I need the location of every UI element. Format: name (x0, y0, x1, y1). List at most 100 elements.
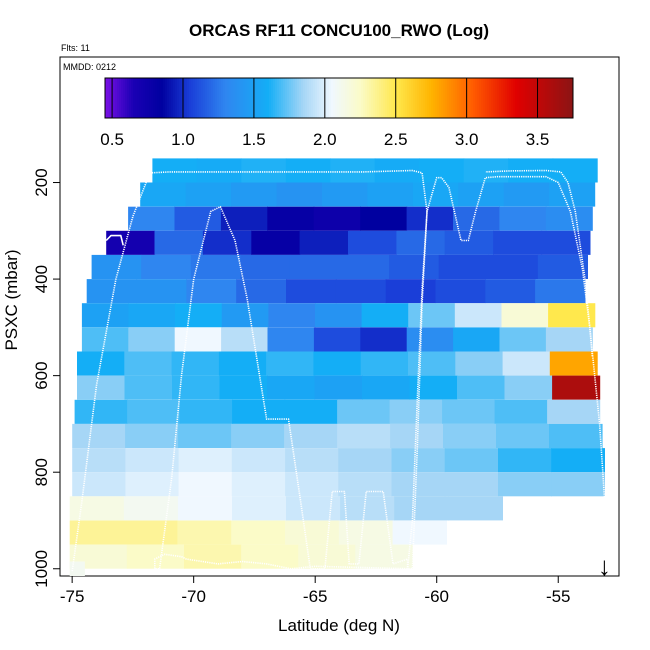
colorbar-strip (181, 78, 184, 118)
colorbar-strip (123, 78, 126, 118)
colorbar-strip (511, 78, 514, 118)
heat-cell (140, 182, 187, 207)
heat-cell (69, 496, 125, 521)
colorbar-strip (297, 78, 300, 118)
colorbar-strip (399, 78, 402, 118)
colorbar-strip (419, 78, 422, 118)
heat-cell (74, 399, 128, 424)
heat-cell (391, 472, 446, 497)
heat-cell (362, 375, 411, 400)
colorbar-strip (495, 78, 498, 118)
colorbar-strip (159, 78, 162, 118)
heat-cell (545, 327, 593, 352)
heat-cell (498, 472, 552, 497)
colorbar-strip (227, 78, 230, 118)
colorbar-strip (125, 78, 128, 118)
heat-cell (448, 496, 503, 521)
flight-track-segment (105, 234, 124, 246)
colorbar-strip (499, 78, 502, 118)
colorbar-strip (249, 78, 252, 118)
colorbar-strip (185, 78, 188, 118)
heat-cell (389, 254, 440, 279)
colorbar-strip (199, 78, 202, 118)
colorbar-strip (195, 78, 198, 118)
colorbar-strip (449, 78, 452, 118)
colorbar-strip (233, 78, 236, 118)
colorbar-strip (211, 78, 214, 118)
colorbar-strip (405, 78, 408, 118)
colorbar-gradient (105, 78, 574, 118)
colorbar-strip (369, 78, 372, 118)
colorbar-strip (311, 78, 314, 118)
heat-cell (355, 544, 413, 569)
colorbar-strip (271, 78, 274, 118)
colorbar-strip (331, 78, 334, 118)
heat-cell (551, 472, 605, 497)
colorbar-strip (175, 78, 178, 118)
colorbar-strip (539, 78, 542, 118)
heat-cell (541, 230, 591, 255)
colorbar-strip (273, 78, 276, 118)
colorbar-strip (165, 78, 168, 118)
colorbar-strip (359, 78, 362, 118)
colorbar-strip (375, 78, 378, 118)
colorbar-strip (357, 78, 360, 118)
heat-cell (498, 448, 552, 473)
colorbar-strip (483, 78, 486, 118)
colorbar-strip (533, 78, 536, 118)
colorbar-strip (441, 78, 444, 118)
colorbar-strip (315, 78, 318, 118)
heat-cell (184, 544, 242, 569)
heat-cell (285, 158, 331, 183)
colorbar-strip (343, 78, 346, 118)
colorbar-strip (149, 78, 152, 118)
colorbar-strip (447, 78, 450, 118)
heat-cell (385, 279, 437, 304)
x-tick-label: -75 (60, 587, 85, 606)
colorbar-strip (133, 78, 136, 118)
colorbar-strip (205, 78, 208, 118)
heat-cell (501, 303, 549, 328)
colorbar-strip (303, 78, 306, 118)
colorbar-strip (469, 78, 472, 118)
colorbar-strip (143, 78, 146, 118)
colorbar-strip (497, 78, 500, 118)
colorbar-strip (325, 78, 328, 118)
heat-cell (389, 399, 443, 424)
colorbar-strip (323, 78, 326, 118)
chart-title: ORCAS RF11 CONCU100_RWO (Log) (189, 21, 489, 40)
colorbar-strip (501, 78, 504, 118)
heat-cell (285, 472, 339, 497)
heat-cell (457, 375, 506, 400)
heat-cell (335, 279, 387, 304)
x-tick-label: -60 (424, 587, 449, 606)
x-tick-label: -65 (303, 587, 328, 606)
colorbar-strip (473, 78, 476, 118)
heat-cell (392, 520, 447, 545)
heat-cell (444, 230, 494, 255)
heat-cell (289, 254, 341, 279)
colorbar-strip (219, 78, 222, 118)
colorbar-strip (109, 78, 112, 118)
heat-cell (179, 399, 233, 424)
heat-cell (231, 448, 286, 473)
colorbar-strip (287, 78, 290, 118)
y-tick-label: 600 (32, 361, 51, 389)
heat-cell (178, 448, 233, 473)
colorbar-strip (367, 78, 370, 118)
colorbar-strip (555, 78, 558, 118)
colorbar-strip (531, 78, 534, 118)
colorbar-strip (477, 78, 480, 118)
heat-cell (339, 254, 390, 279)
colorbar-strip (373, 78, 376, 118)
colorbar-strip (319, 78, 322, 118)
colorbar-strip (389, 78, 392, 118)
heat-cell (196, 158, 242, 183)
heat-cell (444, 448, 499, 473)
heat-cell (86, 279, 138, 304)
colorbar-strip (415, 78, 418, 118)
colorbar-ticks: 0.5 1.0 1.5 2.0 2.5 3.0 3.5 (100, 130, 549, 149)
colorbar-strip (371, 78, 374, 118)
colorbar-strip (263, 78, 266, 118)
